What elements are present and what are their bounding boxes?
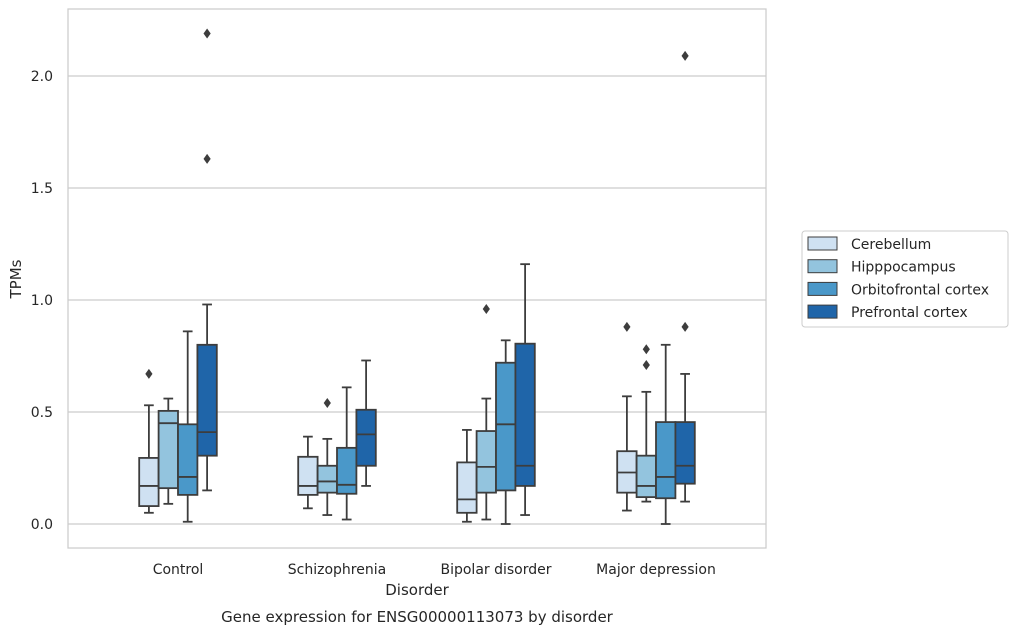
box-plot [355,359,377,487]
outlier-point [323,398,331,409]
box-plot [177,330,199,523]
legend-swatch [807,304,838,319]
x-tick-labels: Control Schizophrenia Bipolar disorder Majo… [153,562,716,578]
y-axis-label: TPMs [7,259,25,299]
box [456,461,478,514]
x-axis-label: Disorder [385,581,449,599]
box-plot [475,303,497,521]
box-plot [456,429,478,523]
box [655,421,677,500]
y-gridlines [68,75,766,525]
plot-frame [67,8,767,549]
y-tick-label: 1.5 [31,181,53,197]
box [674,421,696,485]
box-plot [495,339,517,525]
box [635,454,657,499]
x-tick-label: Schizophrenia [288,562,386,578]
outlier-point [145,368,153,379]
box-plot [297,435,319,510]
legend-label: Prefrontal cortex [851,305,968,321]
outlier-point [203,28,211,39]
box [355,408,377,467]
box [495,361,517,492]
outlier-point [623,321,631,332]
box [475,430,497,494]
box-plot [616,321,638,512]
x-tick-label: Major depression [596,562,716,578]
outlier-point [482,303,490,314]
box [336,446,358,495]
box-plot [157,397,179,505]
box-plot [336,386,358,521]
box-plot [674,50,696,503]
outlier-point [642,344,650,355]
box [138,457,160,507]
outlier-point [203,153,211,164]
box [196,343,218,457]
box-plot [196,28,218,492]
box-groups [138,28,696,525]
box-plot [635,344,657,503]
box [177,423,199,496]
outlier-point [642,359,650,370]
x-tick-label: Control [153,562,204,578]
box-plot [514,263,536,516]
y-tick-label: 1.0 [31,293,53,309]
legend-label: Cerebellum [851,237,931,253]
box [297,455,319,496]
y-tick-labels: 0.0 0.5 1.0 1.5 2.0 [31,69,53,533]
box [316,464,338,494]
legend-swatch [807,259,838,274]
legend-label: Hipppocampus [851,260,956,276]
chart-caption: Gene expression for ENSG00000113073 by d… [221,608,614,626]
outlier-point [681,321,689,332]
y-tick-label: 0.5 [31,405,53,421]
legend-swatch [807,281,838,296]
box [514,342,536,487]
box-plot [138,368,160,514]
legend-items: Cerebellum Hipppocampus Orbitofrontal cort… [807,236,989,321]
y-tick-label: 2.0 [31,69,53,85]
legend: Cerebellum Hipppocampus Orbitofrontal cort… [801,230,1009,328]
legend-swatch [807,236,838,251]
outlier-point [681,50,689,61]
x-tick-label: Bipolar disorder [440,562,551,578]
legend-label: Orbitofrontal cortex [851,282,989,298]
legend-frame [801,230,1009,328]
y-tick-label: 0.0 [31,517,53,533]
